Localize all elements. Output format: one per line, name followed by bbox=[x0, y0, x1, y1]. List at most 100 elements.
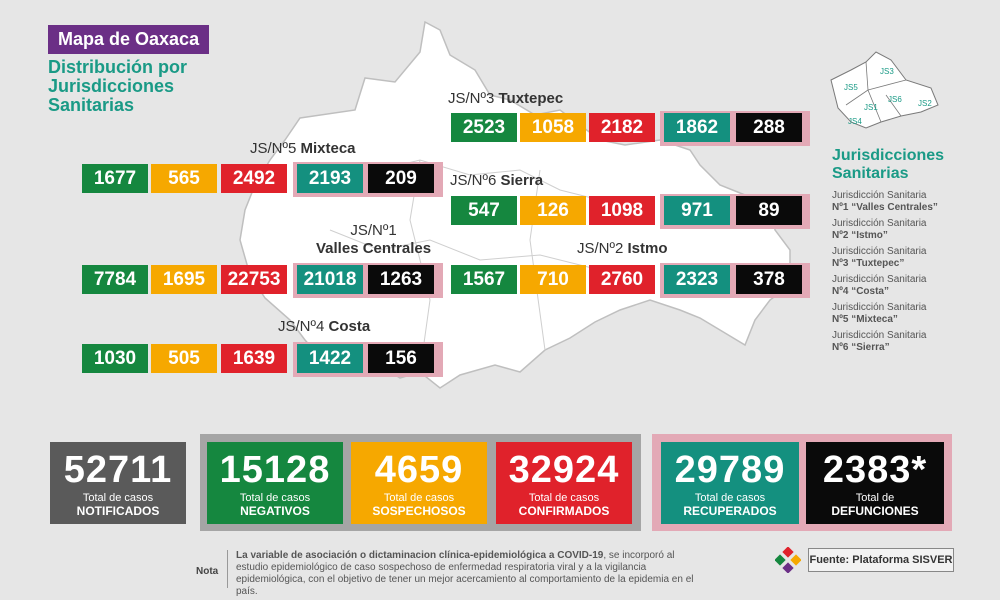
legend-item-line1: Jurisdicción Sanitaria bbox=[832, 330, 927, 341]
js1-deaths: 1263 bbox=[368, 265, 434, 294]
legend-item-line1: Jurisdicción Sanitaria bbox=[832, 246, 927, 257]
js4-confirmed: 1639 bbox=[221, 344, 287, 373]
legend-item-line2: Nº6 “Sierra” bbox=[832, 342, 890, 353]
js4-label-name: Costa bbox=[328, 318, 371, 335]
subtitle-line: Sanitarias bbox=[48, 95, 135, 115]
note-divider bbox=[227, 550, 228, 588]
js2-confirmed: 2760 bbox=[589, 265, 655, 294]
js6-negative: 547 bbox=[451, 196, 517, 225]
legend-item-line2: Nº2 “Istmo” bbox=[832, 230, 888, 241]
total-suspect-label2: SOSPECHOSOS bbox=[372, 504, 466, 518]
js2-deaths: 378 bbox=[736, 265, 802, 294]
legend-item-line2: Nº1 “Valles Centrales” bbox=[832, 202, 938, 213]
note-label: Nota bbox=[196, 566, 219, 577]
js3-recovered: 1862 bbox=[664, 113, 730, 142]
js5-label-prefix: JS/Nº5 bbox=[250, 140, 297, 157]
js4-deaths: 156 bbox=[368, 344, 434, 373]
total-negative-label1: Total de casos bbox=[239, 492, 311, 504]
js1-suspect: 1695 bbox=[151, 265, 217, 294]
js6-recovered: 971 bbox=[664, 196, 730, 225]
legend-item-line2: Nº5 “Mixteca” bbox=[832, 314, 898, 325]
js2-negative: 1567 bbox=[451, 265, 517, 294]
page-title: Mapa de Oaxaca bbox=[48, 25, 210, 54]
legend-title: Jurisdicciones Sanitarias bbox=[832, 147, 944, 183]
legend-item: Jurisdicción Sanitaria Nº1 “Valles Centra… bbox=[832, 190, 962, 214]
js3-deaths: 288 bbox=[736, 113, 802, 142]
legend-item-line2: Nº3 “Tuxtepec” bbox=[832, 258, 905, 269]
total-suspect-label1: Total de casos bbox=[383, 492, 455, 504]
js3-label: JS/Nº3 Tuxtepec bbox=[448, 90, 563, 107]
legend-item-line1: Jurisdicción Sanitaria bbox=[832, 190, 927, 201]
total-negative-value: 15128 bbox=[219, 449, 331, 491]
total-recovered: 29789 Total de casos RECUPERADOS bbox=[661, 442, 799, 524]
js3-label-prefix: JS/Nº3 bbox=[448, 90, 495, 107]
legend-title-line: Sanitarias bbox=[832, 165, 909, 182]
legend-item: Jurisdicción Sanitaria Nº6 “Sierra” bbox=[832, 330, 962, 354]
source-label: Fuente: Plataforma SISVER bbox=[808, 548, 954, 572]
total-notified-value: 52711 bbox=[63, 449, 173, 491]
legend-item: Jurisdicción Sanitaria Nº2 “Istmo” bbox=[832, 218, 962, 242]
js5-negative: 1677 bbox=[82, 164, 148, 193]
total-deaths-value: 2383* bbox=[822, 449, 928, 491]
js2-label-name: Istmo bbox=[627, 240, 668, 257]
js3-negative: 2523 bbox=[451, 113, 517, 142]
js5-recovered: 2193 bbox=[297, 164, 363, 193]
js4-label: JS/Nº4 Costa bbox=[278, 318, 370, 335]
js3-label-name: Tuxtepec bbox=[498, 90, 564, 107]
js6-confirmed: 1098 bbox=[589, 196, 655, 225]
js1-label-name: Valles Centrales bbox=[316, 240, 432, 257]
total-suspect-value: 4659 bbox=[374, 449, 464, 491]
js3-confirmed: 2182 bbox=[589, 113, 655, 142]
legend-title-line: Jurisdicciones bbox=[832, 147, 945, 164]
js4-negative: 1030 bbox=[82, 344, 148, 373]
total-confirmed: 32924 Total de casos CONFIRMADOS bbox=[496, 442, 632, 524]
total-deaths-label2: DEFUNCIONES bbox=[831, 504, 919, 518]
js5-suspect: 565 bbox=[151, 164, 217, 193]
page-subtitle: Distribución por Jurisdicciones Sanitari… bbox=[48, 58, 238, 115]
total-deaths: 2383* Total de DEFUNCIONES bbox=[806, 442, 944, 524]
legend-item-line1: Jurisdicción Sanitaria bbox=[832, 274, 927, 285]
js6-deaths: 89 bbox=[736, 196, 802, 225]
mini-map: JS3 JS5 JS1 JS6 JS2 JS4 bbox=[830, 51, 939, 129]
js2-suspect: 710 bbox=[520, 265, 586, 294]
legend-item: Jurisdicción Sanitaria Nº3 “Tuxtepec” bbox=[832, 246, 962, 270]
government-logo-icon bbox=[775, 547, 801, 573]
js2-label-prefix: JS/Nº2 bbox=[577, 240, 624, 257]
total-confirmed-value: 32924 bbox=[508, 449, 620, 491]
js1-negative: 7784 bbox=[82, 265, 148, 294]
js3-suspect: 1058 bbox=[520, 113, 586, 142]
note-body-text: , se incorporó al estudio epidemiológico… bbox=[236, 550, 694, 597]
legend-item: Jurisdicción Sanitaria Nº5 “Mixteca” bbox=[832, 302, 962, 326]
mini-map-label: JS1 bbox=[864, 103, 878, 112]
total-recovered-label1: Total de casos bbox=[694, 492, 766, 504]
total-notified-label1: Total de casos bbox=[82, 492, 154, 504]
js4-label-prefix: JS/Nº4 bbox=[278, 318, 325, 335]
js5-deaths: 209 bbox=[368, 164, 434, 193]
legend-item-line2: Nº4 “Costa” bbox=[832, 286, 889, 297]
total-confirmed-label2: CONFIRMADOS bbox=[518, 504, 610, 518]
mini-map-label: JS4 bbox=[848, 117, 862, 126]
js6-label-prefix: JS/Nº6 bbox=[450, 172, 497, 189]
subtitle-line: Distribución por bbox=[48, 57, 187, 77]
total-negative-label2: NEGATIVOS bbox=[240, 504, 310, 518]
legend-item-line1: Jurisdicción Sanitaria bbox=[832, 302, 927, 313]
js4-suspect: 505 bbox=[151, 344, 217, 373]
js2-label: JS/Nº2 Istmo bbox=[577, 240, 668, 257]
legend-item: Jurisdicción Sanitaria Nº4 “Costa” bbox=[832, 274, 962, 298]
mini-map-label: JS2 bbox=[918, 99, 932, 108]
js5-label-name: Mixteca bbox=[300, 140, 356, 157]
mini-map-label: JS5 bbox=[844, 83, 858, 92]
js6-label: JS/Nº6 Sierra bbox=[450, 172, 543, 189]
js2-recovered: 2323 bbox=[664, 265, 730, 294]
js1-label: JS/Nº1 Valles Centrales bbox=[316, 222, 431, 258]
legend-item-line1: Jurisdicción Sanitaria bbox=[832, 218, 927, 229]
js1-recovered: 21018 bbox=[297, 265, 363, 294]
js5-label: JS/Nº5 Mixteca bbox=[250, 140, 356, 157]
note-bold-text: La variable de asociación o dictaminacio… bbox=[236, 550, 604, 561]
total-suspect: 4659 Total de casos SOSPECHOSOS bbox=[351, 442, 487, 524]
js5-confirmed: 2492 bbox=[221, 164, 287, 193]
total-recovered-label2: RECUPERADOS bbox=[683, 504, 777, 518]
js6-label-name: Sierra bbox=[500, 172, 544, 189]
js6-suspect: 126 bbox=[520, 196, 586, 225]
js1-label-prefix: JS/Nº1 bbox=[350, 222, 397, 239]
